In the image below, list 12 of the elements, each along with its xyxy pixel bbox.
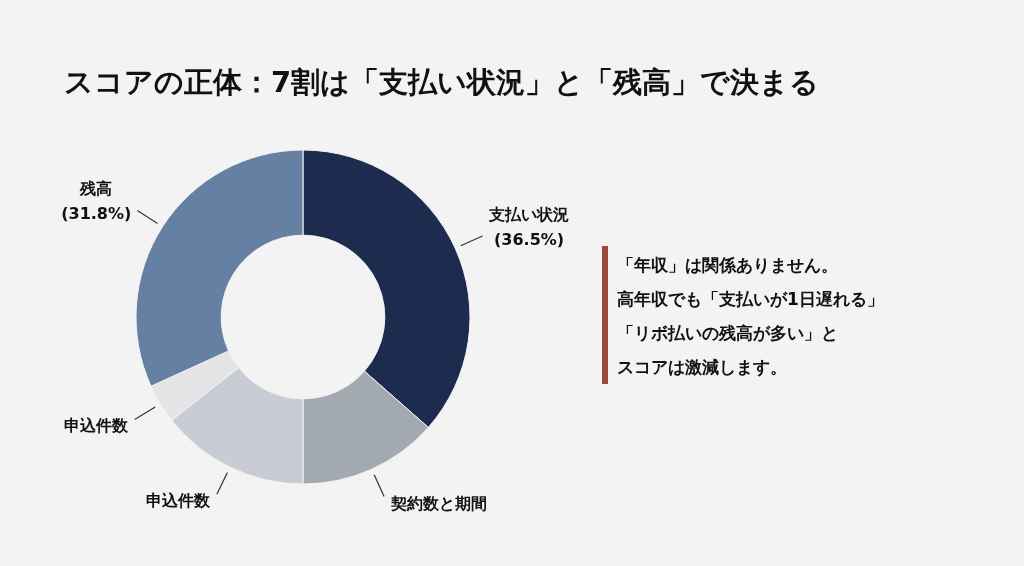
data-label: (31.8%) [61,204,132,224]
slice-label: 支払い状況 [488,204,570,224]
slice-label: 契約数と期間 [389,493,487,513]
text: 高年収でも「支払いが1日遅れる」 [617,289,884,309]
text: スコアは激減します。 [617,357,787,377]
slice-label: 申込件数 [64,416,130,436]
text: 「リボ払いの残高が多い」と [617,323,838,343]
chart-title: スコアの正体：7割は「支払い状況」と「残高」で決まる [64,65,820,99]
data-label: (36.5%) [493,229,565,249]
slice-label: 残高 [79,179,113,199]
slice-label: 申込件数 [146,491,212,511]
text: 「年収」は関係ありません。 [617,255,838,275]
